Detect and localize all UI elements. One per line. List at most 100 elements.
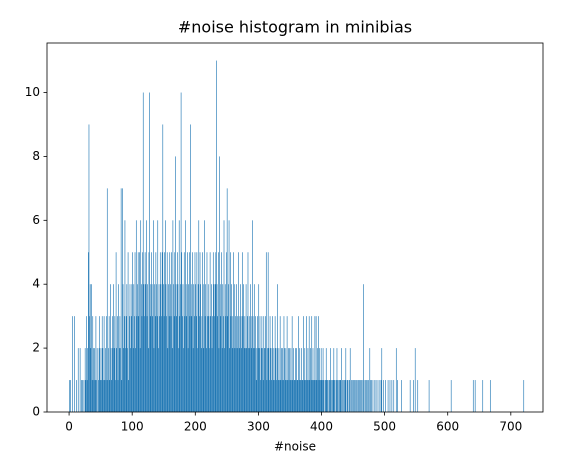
bar — [357, 380, 359, 412]
bar — [239, 348, 241, 412]
bar — [221, 348, 223, 412]
bar — [236, 284, 237, 412]
bar — [128, 380, 130, 412]
bar — [413, 380, 414, 412]
bar — [207, 316, 208, 412]
bar — [186, 316, 188, 412]
bar — [99, 316, 101, 412]
bar — [320, 380, 321, 412]
bar — [144, 316, 145, 412]
bar — [272, 316, 273, 412]
bar — [428, 380, 430, 412]
bar — [313, 380, 315, 412]
bar — [111, 316, 113, 412]
bar — [93, 348, 94, 412]
bar — [344, 380, 345, 412]
bar — [230, 316, 232, 412]
bar — [168, 316, 170, 412]
bar — [325, 348, 327, 412]
bar — [138, 316, 140, 412]
bar — [87, 348, 89, 412]
bar — [257, 348, 259, 412]
bar — [354, 380, 355, 412]
bar — [283, 380, 284, 412]
bar — [129, 316, 130, 412]
bar — [215, 252, 217, 412]
bar — [159, 252, 161, 412]
bar — [381, 348, 383, 412]
bar — [374, 380, 376, 412]
bar — [277, 380, 279, 412]
bar — [330, 348, 331, 412]
bar — [210, 316, 212, 412]
bar — [209, 252, 211, 412]
bar — [231, 348, 233, 412]
bar — [292, 380, 294, 412]
bar — [353, 380, 354, 412]
bar — [321, 380, 323, 412]
bar — [96, 380, 97, 412]
bar — [227, 316, 229, 412]
bar — [474, 380, 476, 412]
bar — [153, 220, 154, 412]
bar — [255, 316, 256, 412]
bar — [329, 380, 331, 412]
bar — [161, 316, 162, 412]
bar — [356, 380, 357, 412]
x-tick-label: 0 — [65, 420, 73, 434]
bar — [118, 348, 120, 412]
bar — [170, 316, 172, 412]
bar — [259, 348, 260, 412]
bar — [168, 284, 169, 412]
bar — [212, 252, 214, 412]
bar — [301, 348, 302, 412]
bar — [293, 348, 294, 412]
bar — [98, 348, 100, 412]
bar — [251, 348, 253, 412]
bar — [101, 380, 102, 412]
bar — [322, 348, 324, 412]
bar — [229, 348, 231, 412]
bar — [334, 380, 336, 412]
bar — [144, 252, 146, 412]
bar — [288, 380, 290, 412]
bar — [267, 252, 269, 412]
bar — [393, 380, 395, 412]
bar — [152, 316, 154, 412]
bar — [108, 348, 109, 412]
bar — [109, 380, 111, 412]
bar — [179, 316, 181, 412]
bar — [260, 380, 261, 412]
bar — [197, 348, 198, 412]
bar — [250, 284, 251, 412]
bar — [102, 348, 104, 412]
bar — [193, 284, 195, 412]
bar — [172, 220, 174, 412]
bar — [358, 380, 359, 412]
bar — [266, 380, 268, 412]
bar — [156, 316, 158, 412]
bar — [235, 316, 236, 412]
bar — [115, 380, 116, 412]
bar — [243, 284, 244, 412]
bar — [136, 316, 138, 412]
bar — [248, 316, 250, 412]
bar — [183, 348, 184, 412]
bar — [76, 380, 77, 412]
bar — [258, 284, 260, 412]
bar — [141, 284, 142, 412]
bar — [140, 220, 142, 412]
bar — [145, 284, 147, 412]
bar — [150, 284, 152, 412]
bar — [165, 284, 167, 412]
bar — [302, 380, 304, 412]
bar — [253, 348, 254, 412]
bar — [273, 348, 275, 412]
bar — [108, 316, 110, 412]
bar — [134, 316, 135, 412]
bar — [290, 348, 292, 412]
bar — [110, 348, 112, 412]
bar — [163, 316, 165, 412]
bar — [269, 316, 271, 412]
